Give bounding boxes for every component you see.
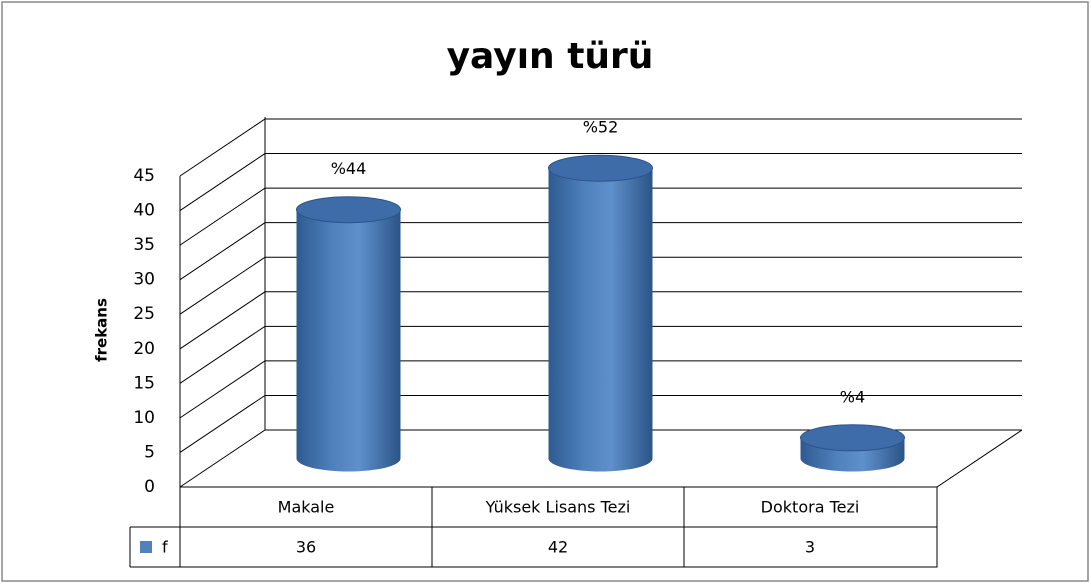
y-tick-label: 25 (133, 304, 155, 324)
x-tick-label: Doktora Tezi (761, 498, 860, 517)
data-label: %52 (583, 118, 619, 137)
grid-line (179, 222, 1022, 281)
bar-top (296, 196, 401, 224)
y-tick-label: 45 (133, 166, 155, 186)
y-tick-label: 15 (133, 373, 155, 393)
grid-line (179, 394, 1022, 453)
bar (296, 209, 401, 472)
y-axis-label: frekans (93, 298, 111, 362)
bar-top (548, 154, 653, 182)
data-label: %4 (840, 387, 865, 406)
bar (548, 168, 653, 472)
y-tick-label: 35 (133, 235, 155, 255)
grid-line (179, 360, 1022, 419)
y-tick-label: 0 (144, 477, 155, 497)
data-table (129, 486, 938, 568)
x-tick-label: Yüksek Lisans Tezi (485, 498, 631, 517)
grid-line (179, 291, 1022, 350)
grid-line (179, 187, 1022, 246)
legend-label: f (162, 538, 168, 557)
table-value: 36 (296, 538, 316, 557)
table-value: 3 (805, 538, 815, 557)
y-tick-label: 30 (133, 270, 155, 290)
grid-line (179, 118, 1022, 177)
bar-top (800, 424, 905, 452)
table-value: 42 (548, 538, 568, 557)
y-tick-label: 20 (133, 339, 155, 359)
grid-line (179, 153, 1022, 211)
chart-title: yayın türü (447, 36, 654, 77)
y-tick-label: 40 (133, 201, 155, 221)
grid-line (179, 325, 1022, 384)
y-tick-label: 10 (133, 408, 155, 428)
grid-line (179, 256, 1022, 315)
x-tick-label: Makale (278, 498, 335, 517)
y-tick-label: 5 (144, 442, 155, 462)
legend-swatch (140, 541, 152, 553)
data-label: %44 (331, 159, 367, 178)
